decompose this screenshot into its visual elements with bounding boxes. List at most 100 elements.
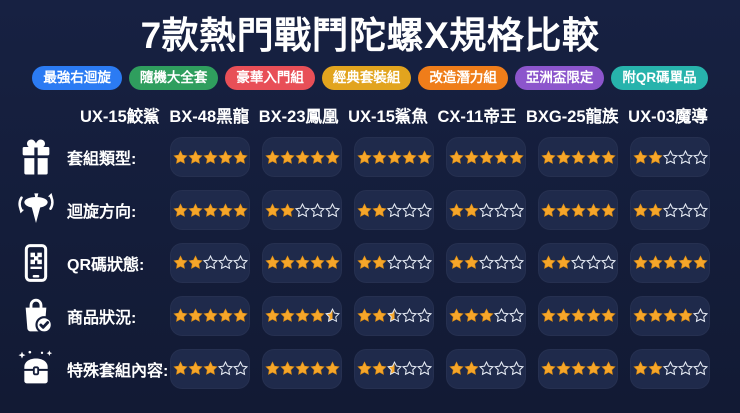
treasure-chest-icon (13, 347, 59, 391)
badge-4: 經典套裝組 (321, 66, 412, 90)
rating-cell (170, 242, 250, 283)
row-label: 迴旋方向: (67, 204, 137, 222)
rating-cells (170, 242, 710, 283)
star-icon-full (264, 308, 280, 323)
table-row: 迴旋方向: (0, 184, 740, 237)
rating-cell (446, 190, 526, 231)
star-icon-full (540, 255, 556, 270)
column-header-6: BXG-25龍族 (525, 108, 619, 126)
star-icon-full (632, 150, 648, 164)
star-icon-full (324, 150, 340, 164)
star-icon-full (324, 255, 340, 270)
star-icon-full (647, 203, 663, 217)
star-icon-empty (662, 149, 678, 165)
star-icon-full (371, 150, 387, 164)
star-icon-full (647, 255, 663, 270)
star-icon-full (264, 361, 280, 375)
rating-cell (262, 137, 342, 178)
star-icon-empty (202, 255, 218, 270)
star-icon-empty (416, 308, 432, 323)
star-icon-full (371, 308, 387, 323)
star-icon-full (555, 203, 571, 217)
rating-cell (170, 295, 250, 336)
row-header: 商品狀況: (0, 294, 170, 338)
star-icon-full (294, 255, 310, 270)
rating-cell (630, 348, 710, 389)
star-icon-full (202, 203, 218, 217)
star-icon-empty (217, 255, 233, 270)
ratings-grid: 套組類型: 迴旋方向: QR碼狀態: 商品狀況: 特殊套組內容: (0, 131, 740, 395)
rating-cell (538, 190, 618, 231)
star-icon-empty (692, 361, 708, 376)
star-icon-full (356, 203, 372, 217)
qr-phone-icon (13, 241, 59, 285)
star-icon-full (662, 308, 678, 323)
star-icon-full (540, 150, 556, 164)
star-icon-full (448, 150, 464, 164)
star-icon-full (448, 361, 464, 375)
star-icon-full (463, 308, 479, 323)
star-icon-full (187, 308, 203, 323)
gift-icon (13, 135, 59, 179)
star-icon-full (294, 308, 310, 323)
star-icon-empty (386, 202, 402, 217)
rating-cell (538, 137, 618, 178)
star-icon-full (279, 203, 295, 217)
table-row: 商品狀況: (0, 289, 740, 342)
star-icon-full (309, 255, 325, 270)
star-icon-full (632, 308, 648, 323)
star-icon-empty (401, 202, 417, 217)
rating-cells (170, 137, 710, 178)
star-icon-empty (478, 255, 494, 270)
rating-cell (630, 190, 710, 231)
table-row: QR碼狀態: (0, 237, 740, 290)
star-icon-full (600, 308, 616, 323)
star-icon-empty (677, 361, 693, 376)
rating-cell (630, 137, 710, 178)
star-icon-full (508, 150, 524, 164)
star-icon-empty (217, 361, 233, 376)
star-icon-empty (324, 202, 340, 217)
star-icon-full (279, 361, 295, 375)
star-icon-full (662, 255, 678, 270)
rating-cell (630, 295, 710, 336)
table-row: 特殊套組內容: (0, 342, 740, 395)
star-icon-full (448, 255, 464, 270)
star-icon-full (448, 203, 464, 217)
badge-6: 亞洲盃限定 (514, 66, 605, 90)
star-icon-empty (600, 255, 616, 270)
star-icon-empty (294, 202, 310, 217)
badge-3: 豪華入門組 (225, 66, 315, 90)
star-icon-empty (416, 255, 432, 270)
rating-cell (630, 242, 710, 283)
star-icon-full (187, 361, 203, 375)
star-icon-full (555, 361, 571, 375)
star-icon-full (371, 361, 387, 375)
star-icon-empty (386, 255, 402, 270)
star-icon-full (217, 150, 233, 164)
star-icon-empty (692, 149, 708, 165)
rating-cell (446, 242, 526, 283)
star-icon-full (232, 308, 248, 323)
rating-cell (262, 295, 342, 336)
rating-cell (538, 348, 618, 389)
star-icon-empty (493, 308, 509, 323)
star-icon-full (632, 361, 648, 375)
star-icon-full (463, 255, 479, 270)
star-icon-full (202, 308, 218, 323)
rating-cell (354, 295, 434, 336)
rating-cells (170, 295, 710, 336)
rating-cells (170, 190, 710, 231)
star-icon-empty (508, 255, 524, 270)
star-icon-empty (309, 202, 325, 217)
badge-1: 最強右迴旋 (32, 66, 122, 90)
star-icon-empty (692, 308, 708, 323)
star-icon-empty (232, 361, 248, 376)
star-icon-empty (478, 361, 494, 376)
star-icon-half (324, 308, 340, 323)
star-icon-full (232, 150, 248, 164)
rating-cell (170, 348, 250, 389)
rating-cell (538, 295, 618, 336)
star-icon-full (202, 361, 218, 375)
